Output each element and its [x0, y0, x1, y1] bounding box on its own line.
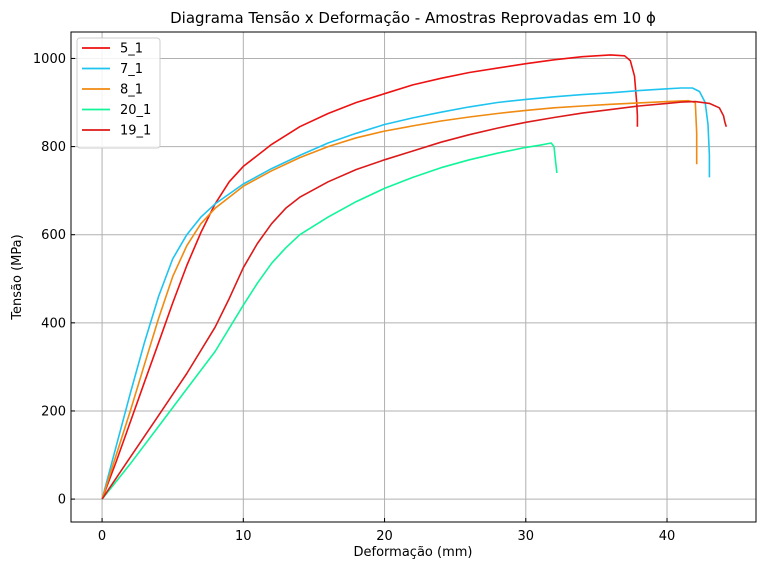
- x-tick-label: 30: [518, 529, 535, 544]
- y-tick-label: 0: [58, 493, 66, 508]
- y-tick-label: 400: [41, 316, 66, 331]
- y-tick-label: 600: [41, 228, 66, 243]
- chart-title: Diagrama Tensão x Deformação - Amostras …: [170, 9, 656, 27]
- x-tick-label: 0: [98, 529, 106, 544]
- x-axis: 0 10 20 30 40: [98, 518, 675, 544]
- x-tick-label: 10: [235, 529, 252, 544]
- series-line-20_1: [101, 142, 558, 500]
- series-line-8_1: [101, 99, 698, 500]
- legend-label-7_1: 7_1: [120, 62, 143, 77]
- grid-lines: [71, 32, 756, 522]
- x-tick-label: 20: [376, 529, 393, 544]
- legend-label-5_1: 5_1: [120, 42, 143, 57]
- y-tick-label: 1000: [33, 52, 66, 67]
- x-axis-label: Deformação (mm): [354, 545, 473, 560]
- legend-label-20_1: 20_1: [120, 103, 151, 118]
- legend: 5_1 7_1 8_1 20_1 19_1: [76, 37, 161, 149]
- y-tick-label: 200: [41, 404, 66, 419]
- x-tick-label: 40: [659, 529, 676, 544]
- y-axis-label: Tensão (MPa): [10, 234, 25, 320]
- series-line-5_1: [101, 54, 639, 500]
- plot-frame: [70, 31, 757, 523]
- series-line-7_1: [101, 87, 711, 500]
- legend-label-19_1: 19_1: [120, 124, 151, 139]
- legend-box: [76, 37, 161, 149]
- legend-label-8_1: 8_1: [120, 83, 143, 98]
- series-layer: [101, 54, 728, 500]
- y-tick-label: 800: [41, 140, 66, 155]
- y-axis: 0 200 400 600 800 1000: [33, 52, 75, 508]
- series-line-19_1: [101, 100, 728, 500]
